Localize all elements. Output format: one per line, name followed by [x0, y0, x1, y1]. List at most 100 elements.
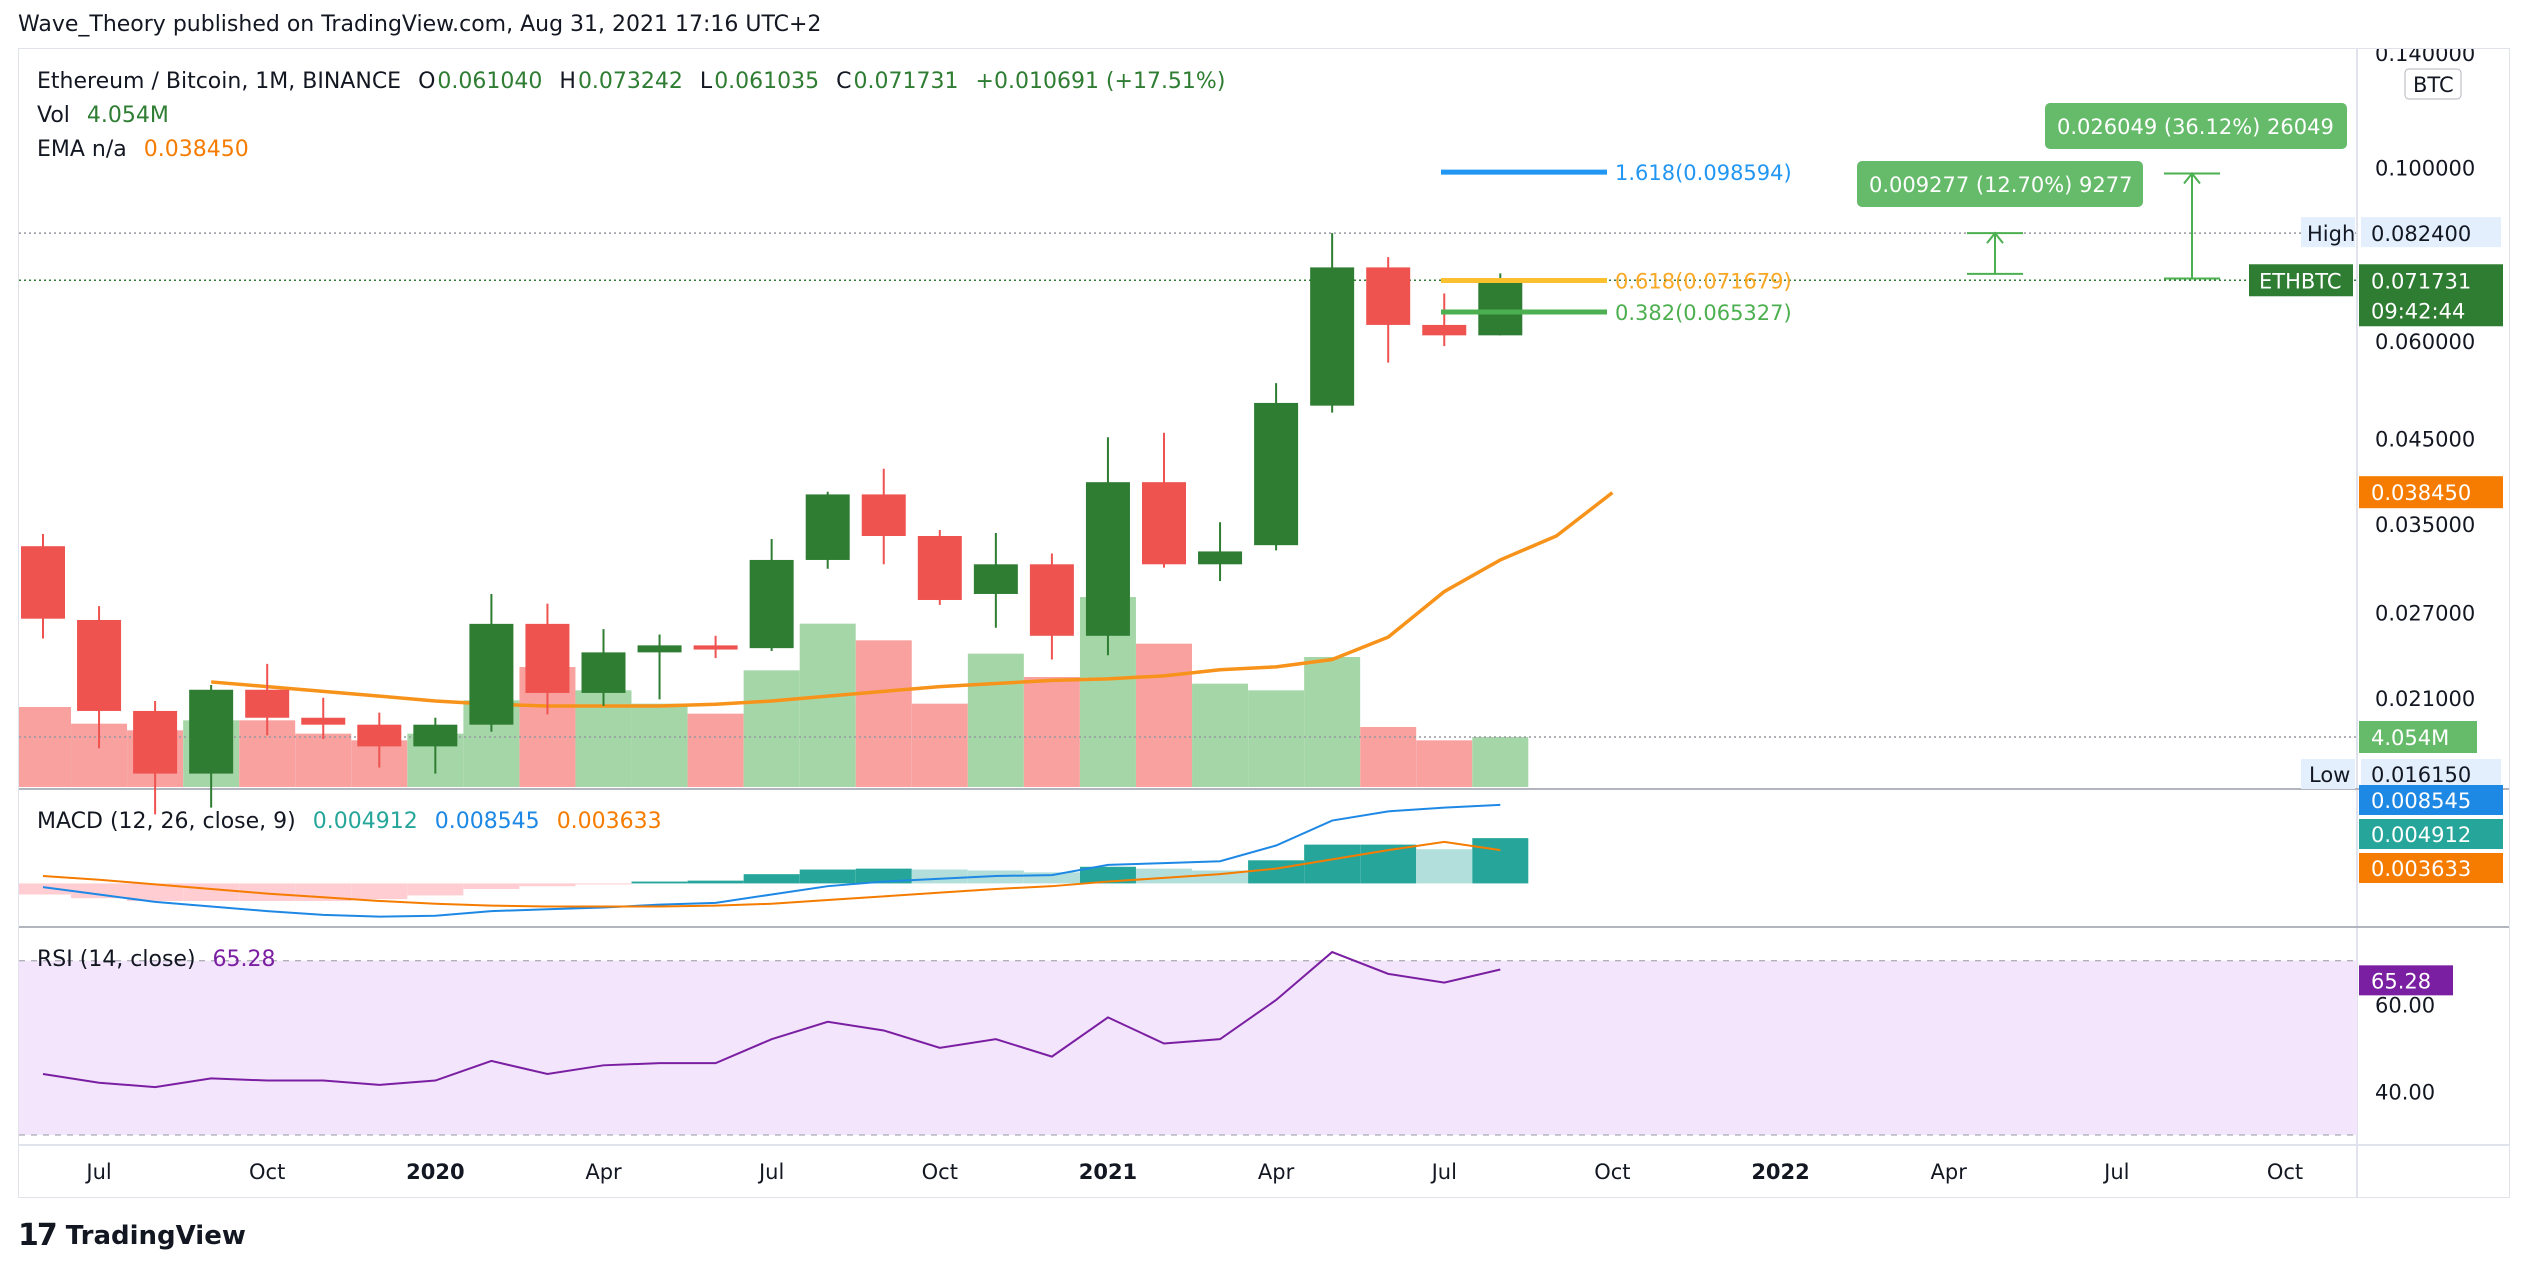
macd-histogram-bar [1248, 860, 1305, 884]
macd-histogram-bar [1023, 872, 1080, 884]
macd-histogram-bar [687, 880, 744, 884]
macd-histogram-bar [743, 874, 800, 884]
volume-bar [799, 623, 856, 787]
high-label: H [559, 69, 576, 94]
macd-histogram-bar [631, 881, 688, 884]
candle-body [693, 645, 738, 650]
time-tick-label: Jul [84, 1160, 111, 1184]
open-value: 0.061040 [437, 69, 543, 94]
candle-body [413, 724, 458, 747]
volume-bar [1304, 657, 1361, 787]
macd-tag: 0.003633 [2371, 857, 2471, 881]
close-label: C [836, 69, 852, 94]
measure-box [2045, 103, 2347, 149]
volume-bar [1136, 643, 1192, 787]
symbol-label[interactable]: Ethereum / Bitcoin, 1M, BINANCE [37, 69, 402, 94]
candle-body [1478, 280, 1523, 336]
high-tag-value: 0.082400 [2371, 222, 2471, 246]
volume-bar [19, 707, 71, 787]
volume-bar [967, 653, 1024, 787]
low-value: 0.061035 [714, 69, 820, 94]
measure-arrow [2183, 171, 2201, 185]
time-tick-label: 2020 [406, 1160, 464, 1184]
volume-bar [911, 703, 968, 787]
tradingview-brand: TradingView [65, 1220, 246, 1251]
macd-label[interactable]: MACD (12, 26, close, 9) [37, 809, 296, 834]
time-tick-label: Oct [2267, 1160, 2303, 1184]
price-tick-label: 0.060000 [2375, 330, 2475, 354]
candle-body [1029, 564, 1074, 636]
low-label-box [2301, 759, 2355, 789]
change-value: +0.010691 (+17.51%) [975, 69, 1226, 94]
macd-hist-value: 0.004912 [312, 809, 418, 834]
volume-bar [1472, 737, 1529, 787]
time-tick-label: Oct [249, 1160, 285, 1184]
low-tag-value: 0.016150 [2371, 763, 2471, 787]
candle-body [637, 645, 682, 653]
fib-level-label: 0.618(0.071679) [1615, 270, 1792, 294]
candle-body [805, 494, 850, 560]
last-price-tag: 0.071731 [2371, 269, 2471, 293]
macd-line [42, 803, 1501, 918]
ema-tag: 0.038450 [2371, 481, 2471, 505]
candle-body [469, 623, 514, 725]
countdown-tag: 09:42:44 [2371, 299, 2465, 323]
time-tick-label: Apr [585, 1160, 622, 1184]
footer-brand[interactable]: 17 TradingView [18, 1218, 246, 1253]
volume-bar [631, 703, 688, 787]
rsi-legend: RSI (14, close) 65.28 [37, 947, 286, 972]
time-tick-label: Jul [1430, 1160, 1457, 1184]
candle-body [1310, 267, 1355, 406]
price-tick-label: 0.045000 [2375, 428, 2475, 452]
measure-label: 0.009277 (12.70%) 9277 [1869, 173, 2132, 197]
candle-body [357, 724, 402, 747]
candle-body [749, 559, 794, 649]
rsi-band-fill [19, 960, 2357, 1135]
high-tag-box [2361, 217, 2501, 248]
macd-histogram-bar [71, 883, 128, 899]
volume-bar [295, 733, 352, 787]
rsi-line [42, 950, 1501, 1089]
macd-histogram-bar [1416, 849, 1473, 884]
published-header: Wave_Theory published on TradingView.com… [18, 12, 822, 37]
time-tick-label: Oct [1594, 1160, 1630, 1184]
ema-label[interactable]: EMA n/a [37, 137, 127, 162]
price-tick-label: 0.100000 [2375, 156, 2475, 180]
low-level-label: Low [2309, 763, 2350, 787]
candle-body [1254, 402, 1299, 546]
macd-histogram-bar [1079, 866, 1136, 884]
macd-histogram-bar [855, 868, 912, 884]
macd-histogram-bar [1472, 838, 1529, 884]
macd-histogram-bar [1304, 844, 1361, 884]
rsi-tag-box [2359, 965, 2453, 996]
tradingview-logo-icon: 17 [18, 1218, 58, 1253]
macd-tag-box [2359, 785, 2503, 815]
currency-label: BTC [2413, 73, 2454, 97]
macd-histogram-bar [463, 883, 520, 889]
candle-body [1366, 267, 1411, 325]
volume-bar [1248, 690, 1305, 787]
measure-arrow [1986, 231, 2004, 244]
volume-tag: 4.054M [2371, 726, 2449, 750]
volume-label[interactable]: Vol [37, 103, 70, 128]
ema-value: 0.038450 [143, 137, 249, 162]
candle-body [525, 623, 570, 693]
macd-histogram-bar [519, 883, 576, 887]
macd-tag: 0.004912 [2371, 823, 2471, 847]
chart-frame[interactable]: 1.618(0.098594) 0.618(0.071679) 0.382(0.06… [18, 48, 2510, 1198]
candle-body [21, 546, 65, 619]
price-tick-label: 0.027000 [2375, 601, 2475, 625]
macd-signal-line [42, 840, 1501, 908]
rsi-label[interactable]: RSI (14, close) [37, 947, 196, 972]
last-price-tag-box [2359, 264, 2503, 327]
candle-body [917, 536, 962, 600]
volume-value: 4.054M [86, 103, 169, 128]
macd-signal-value: 0.003633 [556, 809, 662, 834]
chart-canvas[interactable]: 1.618(0.098594) 0.618(0.071679) 0.382(0.06… [19, 49, 2509, 1197]
price-tick-label: 0.021000 [2375, 687, 2475, 711]
macd-histogram-bar [127, 883, 184, 901]
time-tick-label: 2021 [1079, 1160, 1137, 1184]
time-tick-label: 2022 [1751, 1160, 1809, 1184]
macd-histogram-bar [911, 869, 968, 884]
price-tick-label: 0.035000 [2375, 513, 2475, 537]
